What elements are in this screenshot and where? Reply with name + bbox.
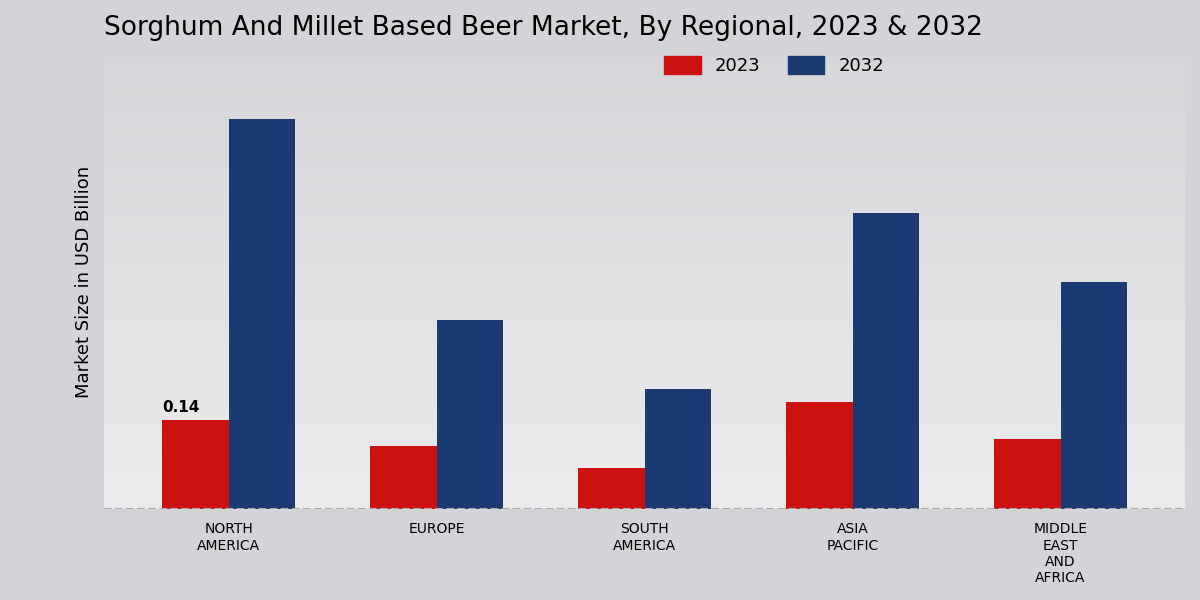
Bar — [786, 401, 852, 509]
Bar — [370, 446, 437, 509]
Text: Sorghum And Millet Based Beer Market, By Regional, 2023 & 2032: Sorghum And Millet Based Beer Market, By… — [104, 15, 983, 41]
Bar — [228, 119, 295, 509]
Bar — [852, 213, 919, 509]
Y-axis label: Market Size in USD Billion: Market Size in USD Billion — [74, 166, 94, 398]
Bar — [1061, 282, 1127, 509]
Bar — [644, 389, 712, 509]
Text: 0.14: 0.14 — [162, 400, 199, 415]
Bar — [437, 320, 503, 509]
Bar — [162, 421, 228, 509]
Legend: 2023, 2032: 2023, 2032 — [665, 56, 884, 75]
Bar — [578, 467, 644, 509]
Bar — [994, 439, 1061, 509]
